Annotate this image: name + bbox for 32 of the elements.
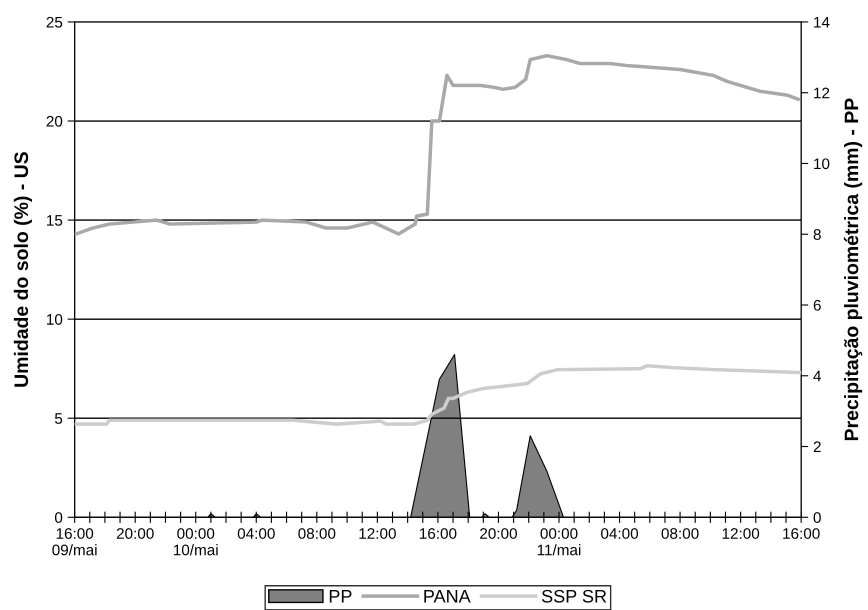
y-tick-label: 25 (46, 16, 62, 28)
y-axis-title: Umidade do solo (%) - US (14, 152, 32, 387)
legend-label: SSP SR (542, 590, 606, 603)
x-tick-label: 04:00 (601, 528, 638, 539)
y2-tick-label: 8 (814, 229, 821, 240)
x-tick-label: 12:00 (359, 528, 396, 539)
legend-label: PP (330, 590, 352, 602)
x-tick-label: 04:00 (238, 528, 275, 539)
legend-label: PANA (424, 590, 471, 602)
y2-tick-label: 12 (814, 88, 830, 98)
y2-tick-label: 10 (814, 158, 830, 170)
x-tick-label: 16:00 (420, 528, 456, 539)
y-tick-label: 5 (54, 413, 62, 424)
y2-tick-label: 0 (814, 512, 821, 523)
y-tick-label: 0 (54, 512, 62, 523)
y-tick-label: 20 (46, 116, 62, 127)
y-tick-label: 15 (47, 215, 62, 226)
x-tick-label: 08:00 (298, 528, 336, 539)
x-tick-label: 20:00 (116, 528, 154, 539)
x-tick-label: 00:00 10/mai (174, 528, 218, 556)
x-tick-label: 12:00 (722, 528, 760, 539)
y2-tick-label: 2 (814, 441, 821, 452)
x-tick-label: 16:00 (783, 528, 820, 539)
x-tick-label: 08:00 (662, 528, 699, 539)
x-tick-label: 20:00 (480, 528, 517, 539)
y-tick-label: 10 (47, 314, 62, 325)
y2-tick-label: 14 (814, 16, 830, 28)
y2-axis-title: Precipitação pluviométrica (mm) - PP (844, 98, 862, 440)
x-tick-label: 16:00 09/mai (52, 528, 97, 556)
y2-tick-label: 4 (813, 370, 822, 382)
y2-tick-label: 6 (814, 300, 821, 311)
x-tick-label: 00:00 11/mai (538, 528, 580, 556)
